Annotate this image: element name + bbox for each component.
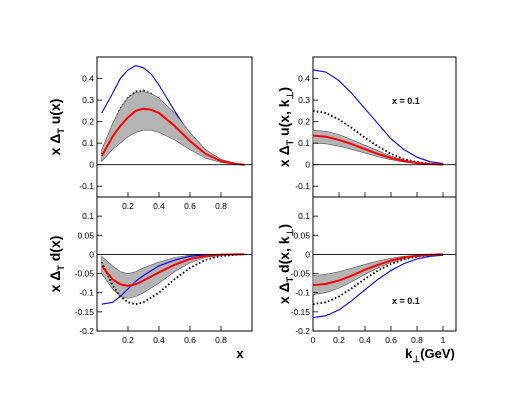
x-tick-label: 0.6	[184, 335, 196, 345]
y-tick-label: 0.4	[298, 74, 310, 84]
y-tick-label: 0	[89, 160, 94, 170]
series-central-line	[100, 107, 245, 166]
annotation-label: x = 0.1	[392, 296, 420, 306]
y-tick-label: -0.1	[79, 181, 94, 191]
y-tick-label: 0.1	[82, 138, 94, 148]
series-central-line	[312, 253, 444, 287]
y-tick-label: 0	[305, 249, 310, 259]
y-tick-label: 0.05	[77, 230, 94, 240]
x-tick-label: 0	[311, 335, 316, 345]
x-tick-label: 0.8	[215, 335, 227, 345]
y-tick-label: 0.3	[298, 95, 310, 105]
y-tick-label: 0.1	[298, 211, 310, 221]
uncertainty-band	[101, 91, 245, 165]
y-tick-label: 0.2	[298, 117, 310, 127]
y-tick-label: 0.1	[298, 138, 310, 148]
series-dotted-line	[100, 253, 245, 306]
x-axis-label: x	[236, 346, 244, 361]
x-tick-label: 0.8	[411, 335, 423, 345]
x-tick-label: 0.4	[359, 335, 371, 345]
y-tick-label: -0.2	[79, 326, 94, 336]
y-tick-label: -0.15	[75, 307, 95, 317]
plot-frame	[96, 196, 253, 332]
y-tick-label: 0	[305, 160, 310, 170]
x-tick-label: 1	[441, 335, 446, 345]
panel-bottom-left: -0.2 -0.15 -0.1 -0.05 0 0.05 0.1 0.2 0.4 0.6 0.8 x …	[47, 196, 253, 361]
plot-frame	[312, 196, 457, 332]
x-tick-label: 0.2	[122, 201, 134, 211]
y-axis-label: x ΔT d(x)	[47, 236, 66, 293]
y-tick-label: -0.15	[291, 307, 311, 317]
y-tick-label: -0.05	[75, 269, 95, 279]
y-tick-label: 0	[89, 249, 94, 259]
y-tick-label: -0.1	[295, 181, 310, 191]
y-axis-label: x ΔT u(x)	[47, 99, 66, 156]
y-axis-label: x ΔT u(x, k⊥)	[276, 87, 295, 167]
x-tick-label: 0.8	[215, 201, 227, 211]
y-tick-label: 0.2	[82, 117, 94, 127]
y-tick-label: -0.1	[295, 288, 310, 298]
y-axis-label: x ΔT d(x, k⊥)	[276, 224, 295, 304]
x-tick-label: 0.4	[153, 335, 165, 345]
series-blue-line	[312, 69, 444, 165]
y-tick-label: 0.05	[293, 230, 310, 240]
y-tick-label: 0.1	[82, 211, 94, 221]
x-tick-label: 0.4	[153, 201, 165, 211]
series-central-line	[312, 134, 444, 166]
series-blue-line	[312, 254, 444, 319]
annotation-label: x = 0.1	[392, 96, 420, 106]
uncertainty-band	[312, 254, 444, 295]
panel-top-left: -0.1 0 0.1 0.2 0.3 0.4 0.2 0.4 0.6 0.8 x ΔT u(x)	[47, 56, 253, 211]
x-tick-label: 0.2	[333, 335, 345, 345]
panel-top-right: -0.1 0 0.1 0.2 0.3 0.4x ΔT u(x, k⊥) x = 0.1	[276, 56, 457, 198]
y-tick-label: -0.05	[291, 269, 311, 279]
x-tick-label: 0.2	[122, 335, 134, 345]
y-tick-label: -0.2	[295, 326, 310, 336]
panel-bottom-right: -0.2 -0.15 -0.1 -0.05 0 0.05 0.1 0 0.2 0.4 0.6 0.8 1…	[276, 196, 457, 364]
y-tick-label: 0.4	[82, 74, 94, 84]
x-axis-label: k⊥(GeV)	[405, 346, 455, 364]
x-tick-label: 0.6	[184, 201, 196, 211]
x-tick-label: 0.6	[385, 335, 397, 345]
y-tick-label: -0.1	[79, 288, 94, 298]
y-tick-label: 0.3	[82, 95, 94, 105]
